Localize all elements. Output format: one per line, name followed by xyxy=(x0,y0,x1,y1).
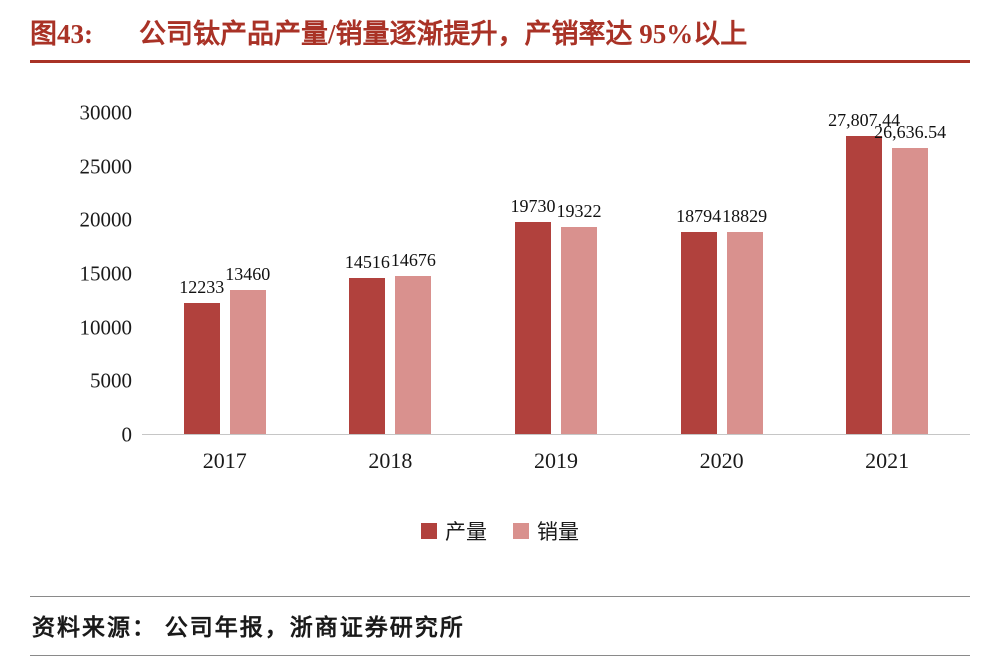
bar-value-label: 12233 xyxy=(179,276,225,297)
figure-header: 图43: 公司钛产品产量/销量逐渐提升，产销率达 95%以上 xyxy=(30,12,970,51)
bar-value-label: 14516 xyxy=(344,252,390,273)
plot-area: 12233 13460 14516 14676 19730 19322 18794 18829… xyxy=(142,110,970,435)
bar-value-label: 27,807.44 xyxy=(828,109,901,130)
y-tick-label: 20000 xyxy=(79,207,133,232)
bar-产量: 12233 xyxy=(179,277,224,434)
legend-item: 销量 xyxy=(513,516,579,546)
legend-swatch xyxy=(421,523,437,539)
legend-label: 产量 xyxy=(445,520,487,544)
y-tick-label: 15000 xyxy=(79,261,133,286)
bar-value-label: 19730 xyxy=(510,196,556,217)
x-tick-label: 2021 xyxy=(865,448,910,473)
bar-销量: 14676 xyxy=(391,250,436,434)
bar-group: 18794 18829 xyxy=(639,206,805,434)
bar-销量: 26,636.54 xyxy=(874,122,946,434)
bar-销量: 19322 xyxy=(556,201,601,434)
figure-footer: 资料来源： 公司年报，浙商证券研究所 xyxy=(30,596,970,656)
y-tick-label: 0 xyxy=(121,422,133,447)
plot-column: 12233 13460 14516 14676 19730 19322 18794 18829… xyxy=(142,110,970,474)
bar-value-label: 26,636.54 xyxy=(874,122,947,143)
y-tick-label: 30000 xyxy=(79,100,133,125)
footer-divider-top xyxy=(30,596,970,597)
legend-item: 产量 xyxy=(421,516,487,546)
bar-value-label: 18829 xyxy=(722,205,768,226)
bar-value-label: 13460 xyxy=(225,263,271,284)
source-note: 资料来源： 公司年报，浙商证券研究所 xyxy=(32,615,465,640)
chart-legend: 产量 销量 xyxy=(30,516,970,546)
x-tick-label: 2019 xyxy=(533,448,578,473)
x-tick-label: 2017 xyxy=(202,448,247,473)
bar-产量: 19730 xyxy=(510,196,555,434)
bar-value-label: 14676 xyxy=(390,250,436,271)
bar-产量: 18794 xyxy=(676,206,721,434)
x-tick-label: 2020 xyxy=(699,448,744,473)
bar-销量: 13460 xyxy=(225,264,270,434)
bar-产量: 27,807.44 xyxy=(828,110,900,434)
y-axis: 0 5000 10000 15000 20000 25000 30000 xyxy=(30,102,142,445)
legend-swatch xyxy=(513,523,529,539)
title-divider xyxy=(30,60,970,63)
y-tick-label: 5000 xyxy=(90,368,132,393)
figure-title: 公司钛产品产量/销量逐渐提升，产销率达 95%以上 xyxy=(139,19,748,49)
bar-销量: 18829 xyxy=(722,206,767,434)
legend-label: 销量 xyxy=(537,520,579,544)
bar-value-label: 18794 xyxy=(676,206,722,227)
x-axis: 2017 2018 2019 2020 2021 xyxy=(142,448,970,474)
bar-value-label: 19322 xyxy=(556,200,602,221)
bar-group: 19730 19322 xyxy=(473,196,639,434)
bar-group: 12233 13460 xyxy=(142,264,308,434)
bar-产量: 14516 xyxy=(345,252,390,434)
bar-chart: 0 5000 10000 15000 20000 25000 30000 12233 1346… xyxy=(30,102,970,474)
bar-group: 14516 14676 xyxy=(308,250,474,434)
bar-group: 27,807.44 26,636.54 xyxy=(804,110,970,434)
figure-number: 图43: xyxy=(30,19,93,49)
y-tick-label: 25000 xyxy=(79,154,133,179)
x-tick-label: 2018 xyxy=(368,448,413,473)
y-tick-label: 10000 xyxy=(79,315,133,340)
